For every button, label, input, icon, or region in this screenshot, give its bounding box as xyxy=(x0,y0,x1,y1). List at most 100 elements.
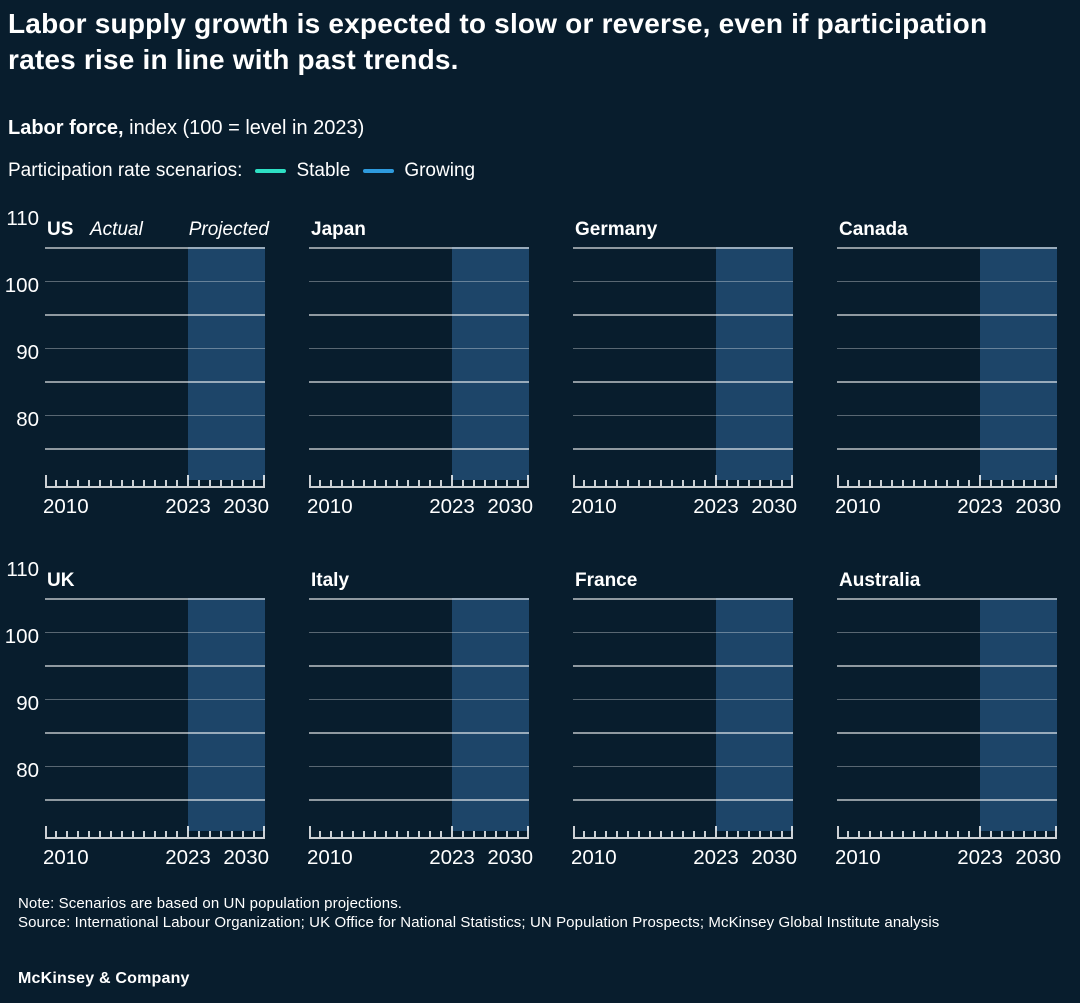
y-tick-label: 80 xyxy=(16,759,39,782)
panel-title-uk: UK xyxy=(47,570,75,591)
x-tick-label: 2010 xyxy=(307,495,353,518)
axis-tick xyxy=(924,831,926,837)
projected-label: Projected xyxy=(188,219,269,240)
major-gridline xyxy=(309,799,529,801)
axis-tick xyxy=(473,831,475,837)
y-tick-label: 110 xyxy=(6,558,39,581)
axis-tick xyxy=(385,831,387,837)
x-tick-label: 2030 xyxy=(751,495,797,518)
x-tick-label: 2010 xyxy=(307,846,353,869)
x-tick-label: 2010 xyxy=(835,846,881,869)
axis-tick xyxy=(242,831,244,837)
minor-gridline xyxy=(309,347,529,349)
panel-title-us: US xyxy=(47,219,74,240)
x-axis-labels: 2010 2023 2030 xyxy=(307,846,533,872)
major-gridline xyxy=(573,732,793,734)
plot-area-australia xyxy=(837,598,1057,839)
axis-tick xyxy=(440,480,442,486)
axis-tick xyxy=(319,831,321,837)
x-tick-label: 2023 xyxy=(429,846,475,869)
y-tick-label: 100 xyxy=(4,274,39,297)
axis-tick xyxy=(770,831,772,837)
minor-gridline xyxy=(45,698,265,700)
projection-shade xyxy=(980,598,1057,831)
axis-tick xyxy=(66,831,68,837)
axis-tick xyxy=(407,480,409,486)
major-gridline xyxy=(309,448,529,450)
axis-tick xyxy=(638,480,640,486)
axis-tick xyxy=(495,480,497,486)
axis-tick xyxy=(187,826,189,837)
axis-tick xyxy=(1034,831,1036,837)
axis-tick xyxy=(869,831,871,837)
small-multiples-grid: US Actual Projected 110 100 90 80 2010 2023 2030 J… xyxy=(4,207,1061,872)
axis-tick xyxy=(143,480,145,486)
axis-tick xyxy=(891,831,893,837)
projection-shade xyxy=(980,247,1057,480)
minor-gridline xyxy=(837,631,1057,633)
major-gridline xyxy=(573,247,793,249)
chart-panel-japan: Japan 2010 2023 2030 xyxy=(307,219,533,521)
axis-tick xyxy=(693,831,695,837)
axis-tick xyxy=(649,831,651,837)
axis-tick xyxy=(309,475,311,486)
axis-tick xyxy=(132,831,134,837)
axis-tick xyxy=(363,831,365,837)
x-tick-label: 2023 xyxy=(957,846,1003,869)
axis-tick xyxy=(341,831,343,837)
axis-tick xyxy=(693,480,695,486)
axis-tick xyxy=(660,480,662,486)
major-gridline xyxy=(45,665,265,667)
minor-gridline xyxy=(309,631,529,633)
legend: Participation rate scenarios: Stable Gro… xyxy=(8,159,475,183)
x-axis-labels: 2010 2023 2030 xyxy=(43,846,269,872)
axis-tick xyxy=(605,831,607,837)
axis-tick xyxy=(1055,826,1057,837)
axis-tick xyxy=(781,480,783,486)
major-gridline xyxy=(309,381,529,383)
axis-tick xyxy=(231,480,233,486)
axis-tick xyxy=(506,831,508,837)
plot-area-germany xyxy=(573,247,793,488)
axis-tick xyxy=(837,475,839,486)
axis-tick xyxy=(616,480,618,486)
axis-tick xyxy=(1001,831,1003,837)
x-axis-labels: 2010 2023 2030 xyxy=(43,495,269,521)
minor-gridline xyxy=(837,765,1057,767)
note-line: Note: Scenarios are based on UN populati… xyxy=(18,895,403,912)
chart-subtitle: Labor force, index (100 = level in 2023) xyxy=(8,116,364,140)
subtitle-rest: index (100 = level in 2023) xyxy=(123,117,365,139)
subtitle-bold: Labor force, xyxy=(8,117,124,139)
minor-gridline xyxy=(573,280,793,282)
major-gridline xyxy=(309,247,529,249)
minor-gridline xyxy=(45,631,265,633)
axis-tick xyxy=(263,826,265,837)
axis-tick xyxy=(726,480,728,486)
legend-label: Participation rate scenarios: xyxy=(8,160,243,181)
growing-line-swatch xyxy=(363,169,395,173)
x-tick-label: 2023 xyxy=(693,495,739,518)
panel-title-australia: Australia xyxy=(839,570,921,591)
chart-panel-italy: Italy 2010 2023 2030 xyxy=(307,570,533,872)
axis-tick xyxy=(45,826,47,837)
axis-tick xyxy=(242,480,244,486)
axis-tick xyxy=(605,480,607,486)
axis-tick xyxy=(484,831,486,837)
x-tick-label: 2023 xyxy=(693,846,739,869)
axis-tick xyxy=(440,831,442,837)
axis-tick xyxy=(527,826,529,837)
axis-tick xyxy=(847,480,849,486)
axis-tick xyxy=(396,831,398,837)
minor-gridline xyxy=(573,414,793,416)
major-gridline xyxy=(837,665,1057,667)
axis-tick xyxy=(319,480,321,486)
axis-tick xyxy=(253,480,255,486)
axis-tick xyxy=(737,831,739,837)
chart-panel-germany: Germany 2010 2023 2030 xyxy=(571,219,797,521)
minor-gridline xyxy=(45,280,265,282)
axis-tick xyxy=(341,480,343,486)
projection-shade xyxy=(716,598,793,831)
axis-tick xyxy=(198,480,200,486)
projection-shade xyxy=(188,247,265,480)
axis-tick xyxy=(781,831,783,837)
